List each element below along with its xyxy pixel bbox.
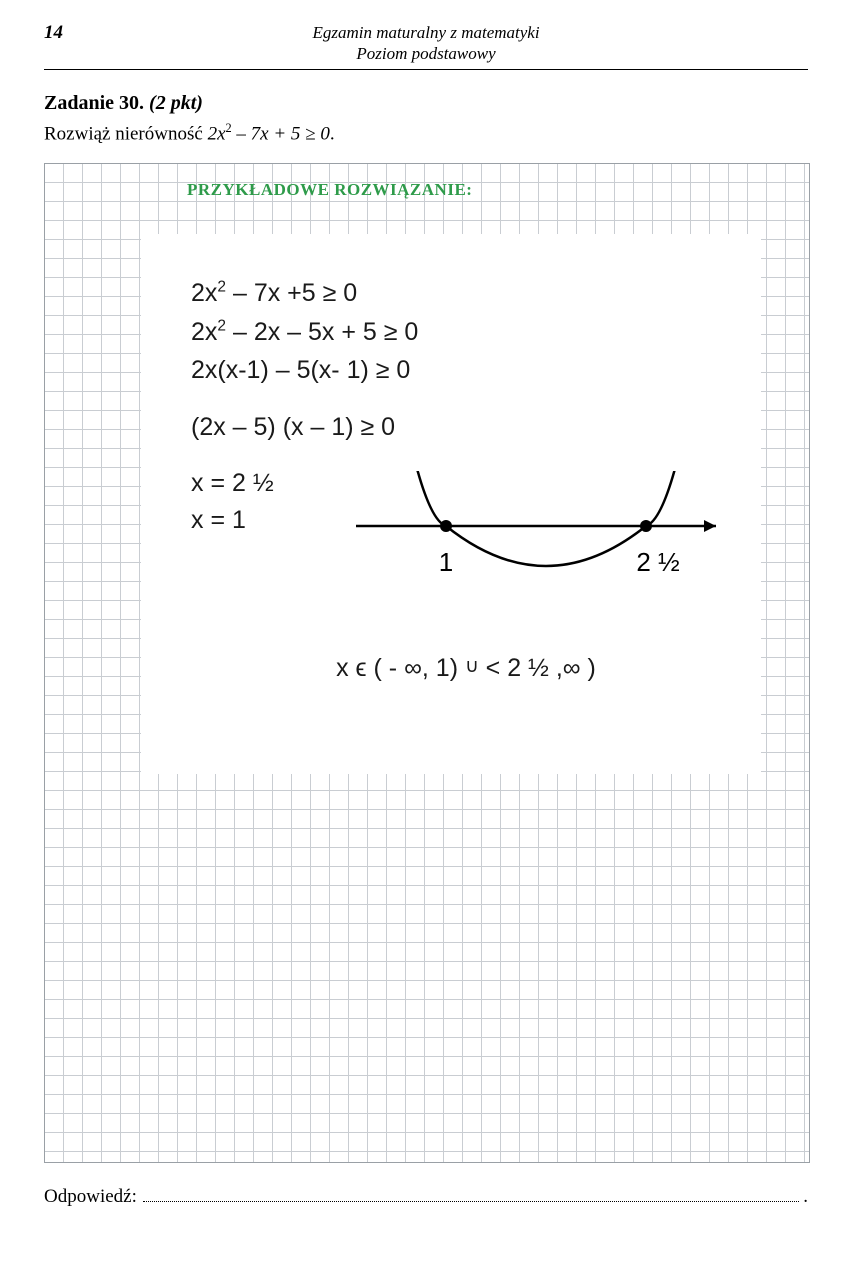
prompt-prefix: Rozwiąż nierówność [44,123,208,144]
task-points: (2 pkt) [149,92,203,114]
work-grid: PRZYKŁADOWE ROZWIĄZANIE: 2x2 – 7x +5 ≥ 0… [44,163,810,1163]
equation-line-2: 2x2 – 2x – 5x + 5 ≥ 0 [191,313,741,352]
exam-title-line1: Egzamin maturalny z matematyki [94,22,758,43]
exam-title-line2: Poziom podstawowy [94,43,758,64]
solution-interval: x ϵ ( - ∞, 1) ∪ < 2 ½ ,∞ ) [191,654,741,683]
page-header: 14 Egzamin maturalny z matematyki Poziom… [44,22,808,65]
roots-block: x = 2 ½ x = 1 [191,465,356,540]
equation-line-1: 2x2 – 7x +5 ≥ 0 [191,274,741,313]
page-number: 14 [44,22,94,44]
task-label: Zadanie 30. [44,92,144,114]
exam-title: Egzamin maturalny z matematyki Poziom po… [94,22,758,65]
root-2: x = 1 [191,502,356,540]
equation-line-4: (2x – 5) (x – 1) ≥ 0 [191,408,741,447]
parabola-sketch: 1 2 ½ [356,471,741,626]
answer-dotted-line [143,1183,799,1202]
task-title: Zadanie 30. (2 pkt) [44,92,808,115]
graph-label-right: 2 ½ [636,547,679,577]
task-prompt: Rozwiąż nierówność 2x2 – 7x + 5 ≥ 0. [44,121,808,145]
task-block: Zadanie 30. (2 pkt) Rozwiąż nierówność 2… [44,92,808,145]
parabola-svg: 1 2 ½ [356,471,736,621]
prompt-suffix: . [330,123,335,144]
graph-label-left: 1 [439,547,453,577]
answer-row: Odpowiedź: . [44,1183,808,1208]
sample-solution-heading: PRZYKŁADOWE ROZWIĄZANIE: [187,180,472,200]
answer-label: Odpowiedź: [44,1186,137,1208]
solution-box: 2x2 – 7x +5 ≥ 0 2x2 – 2x – 5x + 5 ≥ 0 2x… [141,234,761,774]
root-1: x = 2 ½ [191,465,356,503]
equation-line-3: 2x(x-1) – 5(x- 1) ≥ 0 [191,351,741,390]
header-divider [44,69,808,70]
